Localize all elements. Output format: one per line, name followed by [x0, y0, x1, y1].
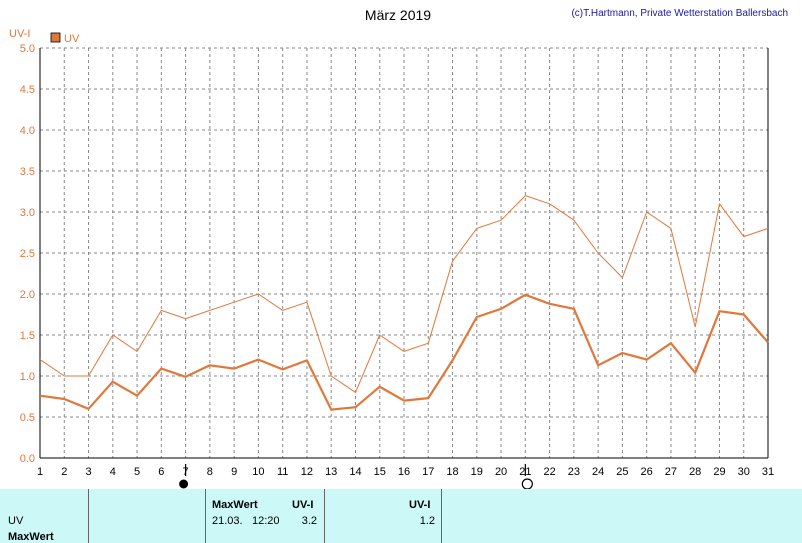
x-tick-label: 18 [446, 466, 458, 478]
summary-table: UV MaxWert MaxWert UV-I 21.03. 12:20 3.2… [0, 489, 802, 543]
x-tick-label: 3 [85, 466, 91, 478]
x-tick-label: 10 [252, 466, 264, 478]
chart-grid [40, 47, 768, 458]
chart-axes [39, 48, 769, 459]
x-tick-label: 15 [374, 466, 386, 478]
y-axis-label: UV-I [9, 28, 30, 40]
table-divider [88, 489, 89, 543]
y-tick-label: 0.5 [20, 412, 35, 424]
y-tick-label: 1.0 [20, 371, 35, 383]
x-tick-label: 31 [762, 466, 774, 478]
row-label-uv: UV [8, 515, 24, 527]
series-line-mean [39, 293, 769, 411]
x-tick-label: 13 [325, 466, 337, 478]
x-tick-label: 30 [738, 466, 750, 478]
moon-phase-markers [179, 464, 533, 489]
col1-value: 3.2 [301, 515, 317, 527]
chart-series [39, 195, 769, 411]
y-tick-label: 0.0 [20, 453, 35, 465]
chart-credit: (c)T.Hartmann, Private Wetterstation Bal… [571, 8, 788, 19]
legend-label-uv: UV [64, 33, 80, 45]
y-tick-label: 5.0 [20, 43, 35, 55]
x-tick-label: 6 [158, 466, 164, 478]
y-tick-label: 2.0 [20, 289, 35, 301]
x-tick-label: 11 [277, 466, 288, 478]
table-divider [205, 489, 206, 543]
row-label-maxwert: MaxWert [8, 531, 54, 543]
x-tick-label: 5 [134, 466, 140, 478]
x-tick-label: 23 [568, 466, 580, 478]
uv-chart: März 2019 (c)T.Hartmann, Private Wetters… [9, 7, 788, 489]
x-tick-label: 1 [37, 466, 43, 478]
col1-time: 12:20 [252, 515, 280, 527]
y-tick-label: 4.0 [20, 125, 35, 137]
x-tick-label: 19 [471, 466, 483, 478]
x-tick-label: 9 [231, 466, 237, 478]
chart-title: März 2019 [365, 7, 431, 23]
y-tick-label: 3.5 [20, 166, 35, 178]
table-divider [324, 489, 325, 543]
x-tick-label: 16 [398, 466, 410, 478]
col2-value: 1.2 [419, 515, 435, 527]
x-tick-label: 4 [110, 466, 116, 478]
y-axis-ticks: 0.0 0.5 1.0 1.5 2.0 2.5 3.0 3.5 4.0 4.5 5.0 [20, 43, 35, 465]
x-tick-label: 12 [301, 466, 313, 478]
y-tick-label: 3.0 [20, 207, 35, 219]
x-tick-label: 29 [713, 466, 725, 478]
x-tick-label: 20 [495, 466, 507, 478]
x-tick-label: 2 [61, 466, 67, 478]
y-tick-label: 4.5 [20, 84, 35, 96]
col1-header: MaxWert [212, 499, 258, 511]
table-divider [441, 489, 442, 543]
x-tick-label: 27 [665, 466, 677, 478]
x-tick-label: 8 [207, 466, 213, 478]
x-tick-label: 28 [689, 466, 701, 478]
x-tick-label: 17 [422, 466, 434, 478]
y-tick-label: 2.5 [20, 248, 35, 260]
col1-date: 21.03. [212, 515, 243, 527]
col2-unit: UV-I [409, 499, 431, 511]
x-axis-ticks: 1234567891011121314151617181920212223242… [37, 466, 774, 478]
x-tick-label: 24 [592, 466, 604, 478]
x-tick-label: 14 [349, 466, 361, 478]
x-tick-label: 22 [543, 466, 555, 478]
y-tick-label: 1.5 [20, 330, 35, 342]
col1-unit: UV-I [292, 499, 314, 511]
x-tick-label: 26 [641, 466, 653, 478]
x-tick-label: 25 [616, 466, 628, 478]
series-line-max [39, 195, 769, 393]
full-moon-icon [521, 478, 533, 489]
legend-swatch-uv [50, 32, 61, 43]
new-moon-icon [179, 479, 189, 489]
